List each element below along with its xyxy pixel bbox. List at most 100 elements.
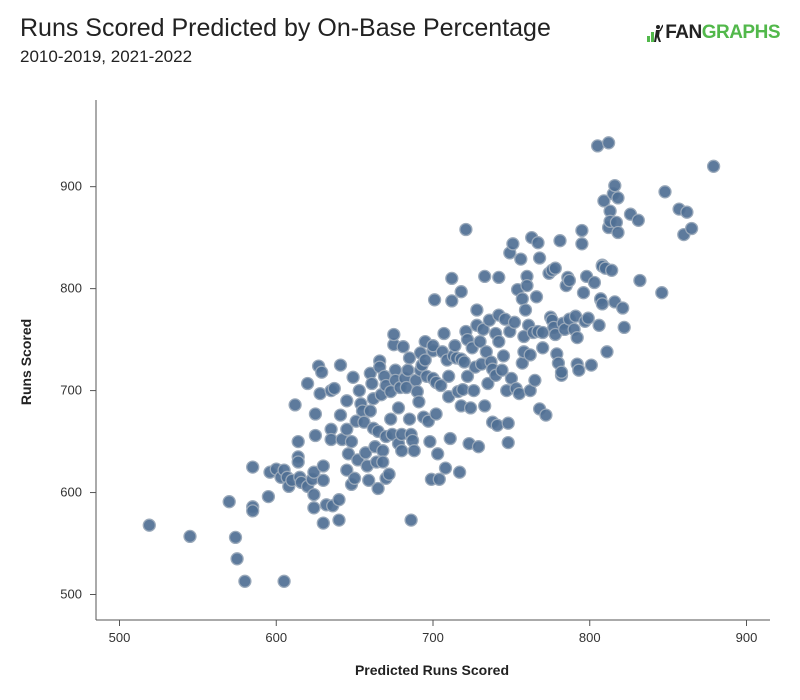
x-axis-title: Predicted Runs Scored bbox=[355, 662, 509, 678]
data-point bbox=[496, 349, 511, 363]
data-point bbox=[332, 513, 346, 527]
data-point bbox=[473, 334, 487, 349]
y-tick-label: 900 bbox=[60, 179, 82, 194]
data-point bbox=[347, 471, 362, 485]
data-point bbox=[376, 444, 390, 458]
data-point bbox=[575, 223, 589, 238]
data-point bbox=[597, 194, 611, 208]
data-point bbox=[332, 493, 346, 507]
data-point bbox=[562, 273, 577, 288]
data-point bbox=[371, 481, 385, 496]
data-point bbox=[536, 341, 550, 355]
y-tick-label: 600 bbox=[60, 485, 82, 500]
data-point bbox=[470, 303, 484, 317]
data-point bbox=[327, 381, 341, 396]
data-point bbox=[631, 213, 645, 227]
x-tick-label: 900 bbox=[736, 630, 758, 645]
data-point bbox=[570, 330, 584, 345]
data-point bbox=[523, 348, 537, 362]
data-point bbox=[277, 574, 291, 588]
logo-text-graphs: GRAPHS bbox=[701, 22, 781, 43]
data-point bbox=[333, 358, 348, 372]
data-point bbox=[395, 444, 409, 458]
data-point bbox=[230, 552, 244, 566]
data-point bbox=[324, 432, 338, 447]
data-point bbox=[313, 386, 327, 401]
data-point bbox=[492, 334, 506, 349]
data-point bbox=[418, 353, 432, 367]
y-tick-label: 700 bbox=[60, 383, 82, 398]
data-point bbox=[706, 159, 721, 173]
data-point bbox=[520, 278, 534, 293]
logo-text-fan: FAN bbox=[665, 22, 702, 43]
data-point bbox=[445, 271, 459, 286]
data-point bbox=[581, 311, 595, 325]
data-point bbox=[222, 495, 236, 509]
data-point bbox=[340, 463, 354, 477]
data-point bbox=[459, 222, 473, 237]
data-point bbox=[595, 297, 609, 311]
data-point bbox=[452, 465, 467, 479]
data-point bbox=[471, 440, 486, 454]
y-axis-title: Runs Scored bbox=[18, 319, 34, 405]
data-point bbox=[512, 386, 526, 401]
data-point bbox=[456, 382, 470, 397]
data-point bbox=[384, 412, 398, 426]
data-point bbox=[506, 237, 520, 251]
data-point bbox=[308, 407, 323, 421]
data-point bbox=[412, 395, 426, 409]
data-point bbox=[514, 252, 528, 266]
data-point bbox=[437, 326, 451, 341]
data-point bbox=[362, 473, 376, 487]
data-point bbox=[616, 301, 630, 315]
data-point bbox=[358, 446, 373, 460]
data-point bbox=[548, 261, 562, 275]
data-point bbox=[316, 459, 330, 473]
data-point bbox=[495, 363, 509, 377]
data-point bbox=[528, 373, 542, 388]
data-point bbox=[432, 472, 446, 486]
data-point bbox=[363, 404, 377, 418]
data-point bbox=[427, 293, 442, 307]
data-point bbox=[536, 325, 550, 340]
data-point bbox=[611, 225, 625, 240]
data-point bbox=[387, 327, 401, 342]
data-point bbox=[507, 315, 522, 329]
data-point bbox=[307, 465, 321, 479]
chart-title: Runs Scored Predicted by On-Base Percent… bbox=[20, 14, 551, 42]
data-point bbox=[443, 431, 457, 446]
data-point bbox=[357, 415, 371, 429]
x-tick-label: 800 bbox=[579, 630, 601, 645]
data-point bbox=[333, 408, 348, 422]
data-point bbox=[340, 394, 354, 408]
data-point bbox=[592, 318, 606, 332]
data-point bbox=[590, 139, 605, 153]
data-point bbox=[457, 355, 471, 369]
data-point bbox=[391, 401, 406, 415]
data-point bbox=[382, 467, 396, 481]
data-point bbox=[315, 365, 329, 379]
data-point bbox=[658, 185, 672, 199]
data-points bbox=[142, 136, 721, 588]
data-point bbox=[617, 320, 631, 335]
data-point bbox=[407, 444, 421, 458]
data-point bbox=[463, 401, 478, 415]
data-point bbox=[291, 434, 305, 449]
data-point bbox=[423, 434, 437, 449]
data-point bbox=[529, 290, 544, 304]
data-point bbox=[539, 408, 553, 422]
data-point bbox=[476, 322, 490, 337]
data-point bbox=[684, 221, 699, 236]
data-point bbox=[460, 369, 475, 383]
data-point bbox=[142, 518, 156, 532]
data-point bbox=[531, 236, 545, 250]
data-point bbox=[426, 339, 440, 353]
data-point bbox=[316, 473, 330, 487]
data-point bbox=[576, 286, 591, 300]
data-point bbox=[448, 339, 462, 353]
data-point bbox=[246, 460, 260, 474]
y-tick-label: 500 bbox=[60, 587, 82, 602]
data-point bbox=[308, 428, 323, 443]
data-point bbox=[501, 435, 515, 450]
